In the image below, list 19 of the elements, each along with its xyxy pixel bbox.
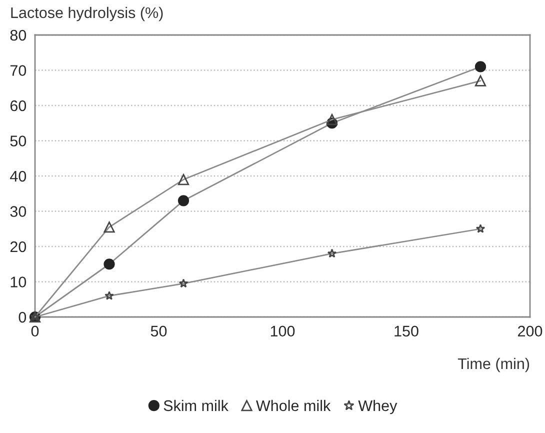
x-axis-title: Time (min)	[458, 358, 530, 372]
y-tick-label: 0	[18, 312, 26, 323]
legend-label: Skim milk	[164, 400, 228, 412]
y-tick-label: 80	[10, 30, 26, 41]
x-tick-label: 150	[394, 326, 418, 337]
y-tick-label: 60	[10, 100, 26, 112]
y-tick-label: 30	[10, 206, 26, 217]
x-tick-label: 100	[270, 326, 295, 337]
legend-label: Whole milk	[256, 400, 331, 412]
x-tick-label: 50	[150, 326, 167, 337]
y-tick-label: 50	[10, 136, 26, 146]
x-tick-label: 200	[518, 326, 542, 337]
y-tick-label: 70	[10, 65, 26, 76]
y-tick-label: 10	[10, 276, 26, 288]
x-tick-label: 0	[31, 326, 39, 337]
y-tick-label: 20	[10, 241, 26, 252]
y-axis-title: Lactose hydrolysis (%)	[11, 6, 163, 22]
y-tick-label: 40	[10, 170, 26, 182]
legend-label: Whey	[358, 400, 398, 414]
